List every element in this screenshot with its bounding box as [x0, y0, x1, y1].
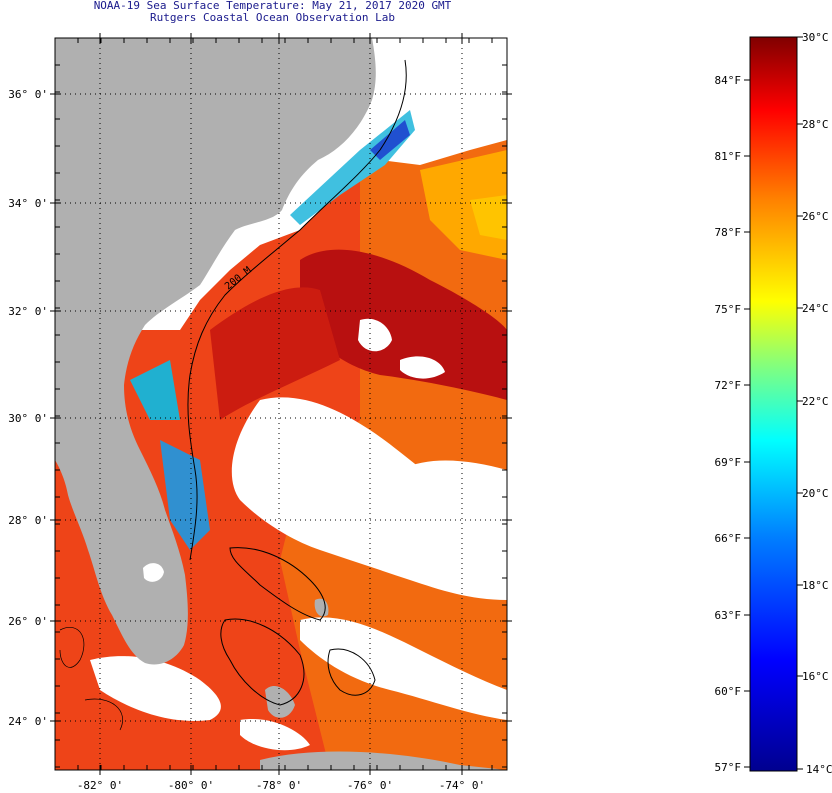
lat-label: 34° 0' [8, 197, 48, 210]
graticule [50, 33, 512, 775]
latitude-labels: 36° 0' 34° 0' 32° 0' 30° 0' 28° 0' 26° 0' 24° … [8, 88, 48, 728]
colorbar [749, 36, 798, 772]
ocean-yellow-region-2 [470, 195, 507, 240]
cool-florida-shelf [160, 440, 210, 550]
map-subtitle: Rutgers Coastal Ocean Observation Lab [149, 11, 396, 24]
colorbar-fahrenheit-label: 60°F [715, 685, 742, 698]
colorbar-celsius-label: 22°C [802, 395, 829, 408]
lat-label: 36° 0' [8, 88, 48, 101]
longitude-labels: -82° 0' -80° 0' -78° 0' -76° 0' -74° 0' [77, 779, 485, 792]
isobath-200m [187, 59, 407, 561]
lat-label: 28° 0' [8, 514, 48, 527]
cloud-small-2 [400, 356, 445, 379]
lake-okeechobee [143, 563, 164, 582]
colorbar-fahrenheit-label: 72°F [715, 379, 742, 392]
cloud-east [400, 460, 507, 520]
bahamas-island [265, 685, 295, 718]
lat-label: 30° 0' [8, 412, 48, 425]
map-imagery [55, 38, 507, 770]
colorbar-celsius-label: 14°C [806, 763, 832, 776]
lon-label: -78° 0' [256, 779, 302, 792]
colorbar-celsius-label: 26°C [802, 210, 829, 223]
cloud-gulf [90, 656, 221, 721]
us-mainland [55, 38, 376, 665]
map-title: NOAA-19 Sea Surface Temperature: May 21,… [93, 0, 452, 12]
cloud-south [300, 617, 507, 720]
colorbar-fahrenheit-label: 63°F [715, 609, 742, 622]
lon-label: -82° 0' [77, 779, 123, 792]
cloud-small-3 [240, 719, 310, 751]
colorbar-fahrenheit-label: 84°F [715, 74, 742, 87]
colorbar-celsius-label: 28°C [802, 118, 829, 131]
lat-label: 24° 0' [8, 715, 48, 728]
lon-label: -80° 0' [168, 779, 214, 792]
colorbar-celsius-label: 16°C [802, 670, 829, 683]
colorbar-fahrenheit-label: 81°F [715, 150, 742, 163]
gulf-contours [59, 627, 123, 731]
cool-florida-shelf-2 [130, 360, 180, 420]
colorbar-celsius-label: 30°C [802, 31, 829, 44]
colorbar-fahrenheit-label: 57°F [715, 761, 742, 774]
colorbar-fahrenheit-label: 75°F [715, 303, 742, 316]
lon-label: -74° 0' [439, 779, 485, 792]
cloud-central [231, 397, 507, 600]
lon-label: -76° 0' [347, 779, 393, 792]
colorbar-celsius-label: 18°C [802, 579, 829, 592]
colorbar-celsius-label: 20°C [802, 487, 829, 500]
cuba-island [260, 751, 507, 770]
colorbar-fahrenheit-labels: 84°F 81°F 78°F 75°F 72°F 69°F 66°F 63°F 60°F 57°F [715, 74, 750, 774]
colorbar-celsius-labels: 30°C 28°C 26°C 24°C 22°C 20°C 18°C 16°C 14°C [797, 31, 832, 776]
bahamas-banks [220, 547, 376, 706]
colorbar-fahrenheit-label: 69°F [715, 456, 742, 469]
lat-label: 32° 0' [8, 305, 48, 318]
colorbar-celsius-label: 24°C [802, 302, 829, 315]
colorbar-fahrenheit-label: 66°F [715, 532, 742, 545]
colorbar-fahrenheit-label: 78°F [715, 226, 742, 239]
gulf-stream-core [210, 287, 340, 420]
map-frame [54, 37, 508, 771]
lat-label: 26° 0' [8, 615, 48, 628]
cloud-small-1 [358, 318, 392, 352]
gulf-stream-eddy [300, 249, 507, 400]
